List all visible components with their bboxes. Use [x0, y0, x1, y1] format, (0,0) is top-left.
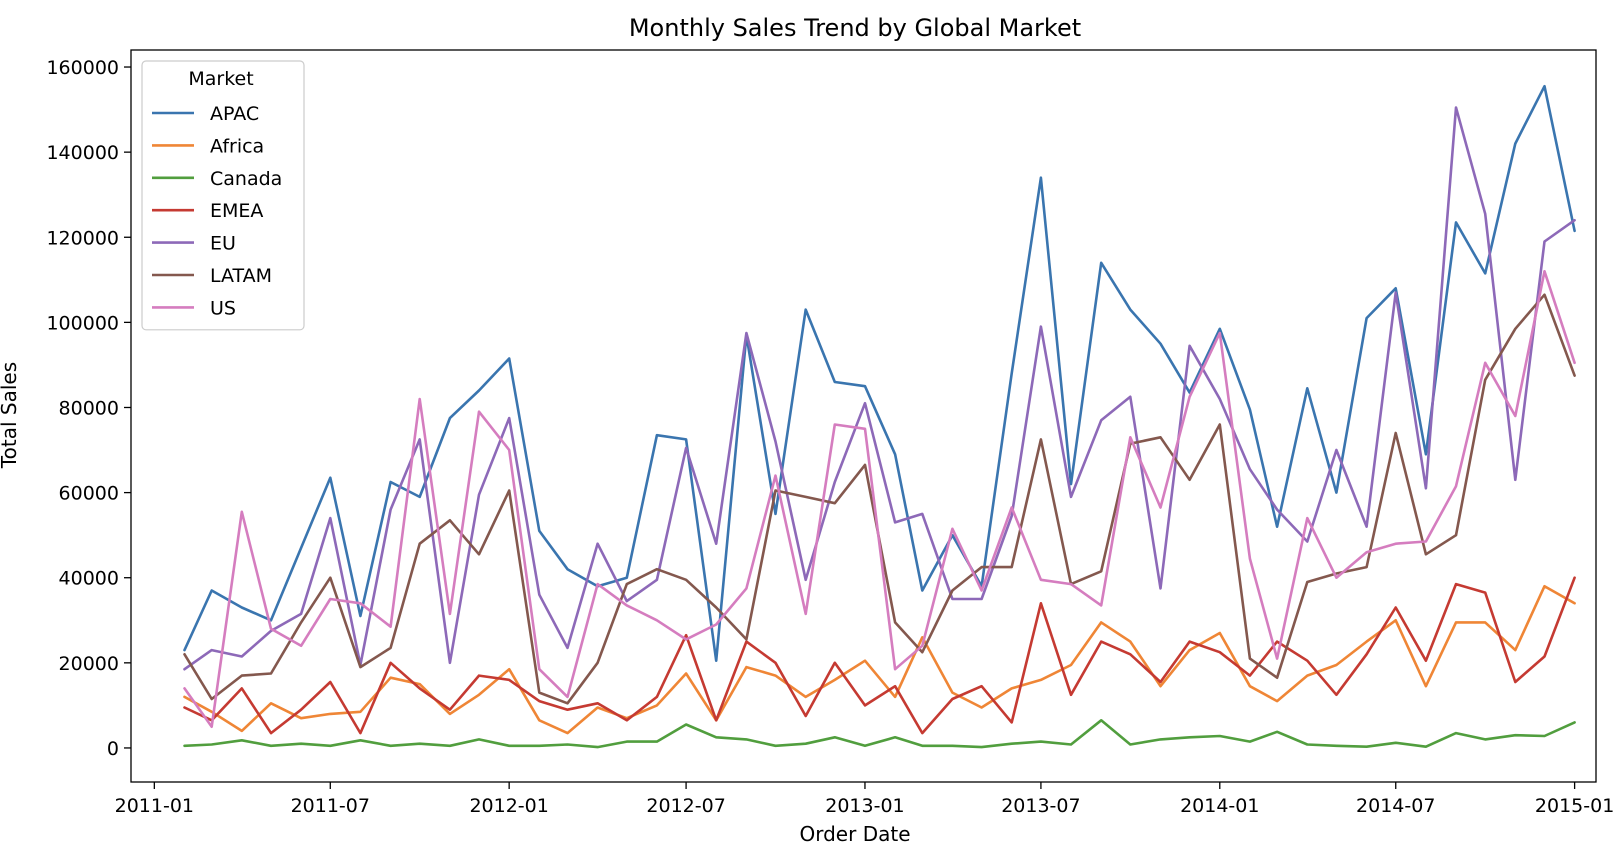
x-tick-label: 2012-07 [646, 795, 725, 817]
x-tick-label: 2013-07 [1001, 795, 1080, 817]
x-axis-label: Order Date [800, 822, 911, 846]
legend-title: Market [188, 68, 253, 90]
y-tick-label: 100000 [46, 312, 119, 334]
series-line-us [183, 269, 1576, 729]
y-tick-label: 60000 [59, 483, 119, 505]
legend-label-latam: LATAM [210, 265, 272, 287]
chart-title: Monthly Sales Trend by Global Market [629, 14, 1081, 42]
x-tick-label: 2012-01 [469, 795, 548, 817]
plot-frame [130, 49, 1597, 783]
legend-label-eu: EU [210, 233, 236, 255]
x-tick-label: 2011-01 [115, 795, 194, 817]
y-tick-label: 20000 [59, 653, 119, 675]
y-tick-label: 140000 [46, 142, 119, 164]
x-tick-label: 2014-01 [1180, 795, 1259, 817]
y-tick-label: 0 [107, 738, 119, 760]
legend-label-canada: Canada [210, 168, 282, 190]
series-line-canada [183, 718, 1576, 749]
y-tick-label: 120000 [46, 227, 119, 249]
legend-box [141, 60, 305, 331]
legend-label-emea: EMEA [210, 200, 263, 222]
axes-layer: 0 20000 40000 60000 80000 100000 120000 140000 1… [46, 49, 1614, 817]
legend-label-africa: Africa [210, 135, 264, 157]
y-tick-label: 40000 [59, 568, 119, 590]
x-tick-label: 2011-07 [291, 795, 370, 817]
x-tick-label: 2015-01 [1535, 795, 1614, 817]
x-tick-label: 2013-01 [825, 795, 904, 817]
legend: Market APAC Africa Canada EMEA EU LATAM US [141, 60, 305, 331]
series-line-emea [183, 576, 1576, 735]
series-line-eu [183, 106, 1576, 671]
legend-label-apac: APAC [210, 103, 259, 125]
y-axis-label: Total Sales [0, 362, 21, 469]
y-tick-label: 160000 [46, 57, 119, 79]
x-tick-label: 2014-07 [1356, 795, 1435, 817]
series-layer [183, 84, 1576, 749]
y-tick-label: 80000 [59, 397, 119, 419]
legend-label-us: US [210, 297, 236, 319]
